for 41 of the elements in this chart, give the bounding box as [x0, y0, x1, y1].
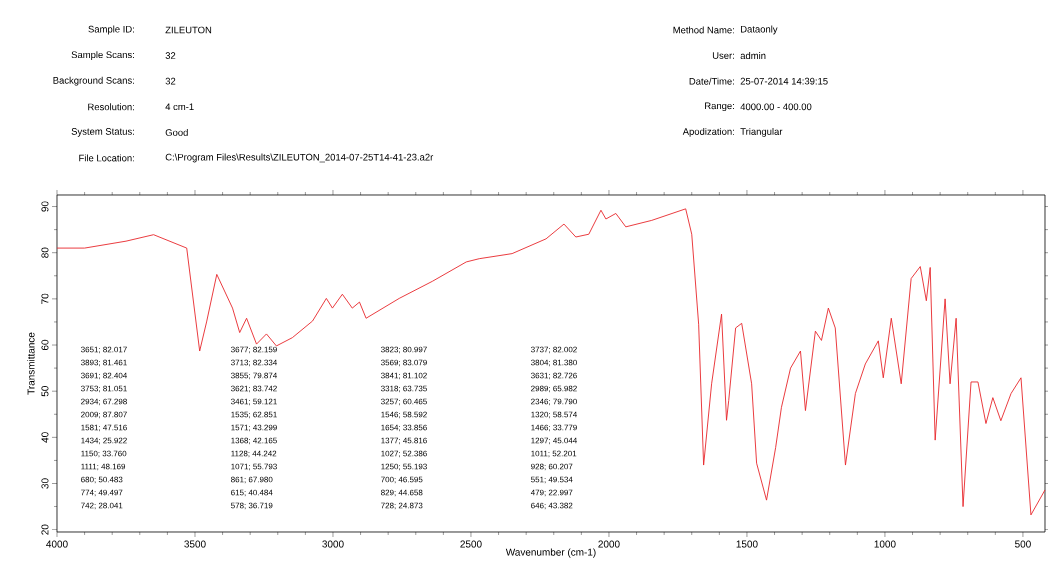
x-tick-label: 1500 — [736, 540, 758, 548]
text: admin — [740, 52, 766, 60]
text: Background Scans: — [53, 76, 134, 86]
text: File Location: — [79, 154, 134, 162]
y-tick-label: 20 — [41, 524, 49, 535]
x-tick-label: 2500 — [460, 540, 482, 548]
text: 25-07-2014 14:39:15 — [740, 77, 828, 85]
y-tick-label: 80 — [41, 247, 49, 258]
x-tick-label: 3500 — [184, 540, 206, 548]
text: Good — [165, 128, 188, 136]
text: System Status: — [71, 128, 134, 137]
text: User: — [712, 52, 734, 59]
x-tick-label: 2000 — [598, 540, 620, 548]
text: Apodization: — [682, 127, 734, 137]
x-tick-label: 500 — [1015, 540, 1031, 548]
y-tick-label: 50 — [41, 386, 49, 397]
line-series — [56, 208, 1046, 516]
text: Sample Scans: — [71, 51, 134, 60]
text: 4 cm-1 — [165, 103, 194, 111]
y-tick-label: 70 — [41, 293, 49, 304]
y-tick-label: 90 — [41, 201, 49, 212]
text: Sample ID: — [88, 25, 134, 35]
x-tick-label: 1000 — [874, 540, 896, 548]
text: 32 — [165, 77, 176, 85]
x-tick-label: 4000 — [46, 540, 68, 548]
text: 4000.00 - 400.00 — [740, 103, 812, 111]
y-tick-label: 60 — [41, 339, 49, 351]
text: ZILEUTON — [165, 26, 212, 34]
text: C:\Program Files\Results\ZILEUTON_2014-07-25T14-41-23.a2r — [165, 153, 434, 163]
y-tick-label: 30 — [41, 478, 49, 489]
text: Method Name: — [673, 26, 734, 34]
text: Resolution: — [88, 103, 134, 111]
text: 32 — [165, 52, 176, 59]
x-axis-title: Wavenumber (cm-1) — [505, 548, 596, 558]
y-axis-title: Transmittance — [27, 332, 35, 395]
text: Triangular — [740, 127, 783, 137]
x-tick-label: 3000 — [322, 540, 344, 548]
text: Date/Time: — [689, 77, 734, 85]
y-tick-label: 40 — [41, 432, 49, 443]
text: Range: — [705, 102, 734, 112]
text: Dataonly — [740, 25, 778, 35]
